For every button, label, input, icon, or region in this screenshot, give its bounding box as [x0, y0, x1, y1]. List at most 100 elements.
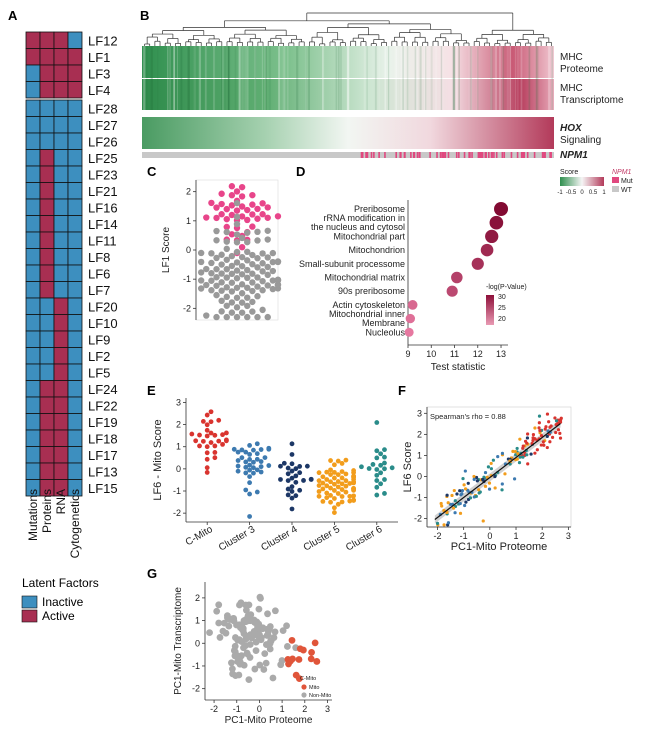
panel-d-point [451, 271, 463, 284]
lf1-beeswarm: -2 -1 0 1 2 LF1 Score [161, 179, 282, 321]
npm1-mut-mark [463, 152, 466, 158]
lf-cell-lf12-3 [67, 31, 83, 49]
panel-c-point-grey [238, 253, 246, 261]
panel-e-point-cluster-5 [316, 493, 322, 499]
heatmap-stripe [176, 46, 178, 110]
panel-e-point-cluster-3 [258, 447, 264, 452]
panel-e-point-cluster-5 [335, 484, 341, 490]
panel-c-point-grey [228, 309, 236, 316]
panel-c-point-grey [269, 258, 277, 266]
panel-f-point [483, 484, 488, 488]
panel-e-point-cluster-3 [266, 463, 272, 468]
panel-d-x-label: Test statistic [431, 362, 485, 373]
legend-score-tick: -1 [557, 190, 563, 196]
panel-e-point-cluster-3 [262, 455, 268, 460]
lf-cell-lf23-0 [25, 165, 41, 183]
panel-e-point-cluster-3 [235, 449, 241, 455]
panel-c-point-grey [249, 270, 256, 277]
panel-f-point [472, 477, 476, 481]
lf-cell-lf1-3 [67, 48, 83, 66]
panel-e-point-c-mito [212, 443, 218, 449]
heatmap-stripe [435, 46, 437, 110]
panel-g-point-non-mito [242, 606, 250, 614]
panel-c-point-grey [244, 238, 251, 246]
panel-c-point-grey [254, 293, 261, 300]
lf-cell-lf7-3 [67, 281, 83, 299]
heatmap-stripe [509, 46, 511, 110]
panel-f-point [464, 500, 468, 504]
lf-cell-lf25-2 [53, 149, 69, 167]
legend-inactive-label: Inactive [42, 595, 84, 609]
panel-g-point-non-mito [257, 636, 265, 644]
lf-label-lf24: LF24 [88, 382, 118, 397]
panel-g-point-non-mito [256, 661, 264, 669]
panel-f-point [439, 501, 443, 506]
panel-f-point [515, 457, 519, 461]
panel-e-point-cluster-5 [320, 498, 326, 504]
heatmap-stripe [400, 46, 403, 110]
panel-e-point-cluster-4 [293, 473, 299, 479]
panel-e-point-cluster-3 [254, 489, 260, 495]
column-label-mutations: Mutations [26, 489, 40, 541]
panel-e-point-c-mito [208, 409, 214, 415]
panel-c-point-grey [213, 265, 220, 273]
panel-f-point [452, 488, 456, 493]
lf-cell-lf26-0 [25, 132, 41, 150]
panel-c-point-grey [264, 227, 271, 234]
lf-label-lf18: LF18 [88, 432, 118, 447]
panel-e-point-cluster-5 [332, 510, 337, 515]
lf-label-lf23: LF23 [88, 168, 118, 183]
panel-g-y-tick-label: 1 [195, 616, 200, 626]
panel-e-point-c-mito [224, 437, 229, 443]
panel-c-point-grey [213, 237, 220, 244]
heatmap-stripe [346, 46, 349, 110]
lf-label-lf11: LF11 [88, 234, 117, 249]
heatmap-stripe [490, 46, 493, 110]
panel-c-point-grey [269, 285, 277, 293]
heatmap-stripe [286, 46, 289, 110]
npm1-mut-mark [481, 152, 484, 158]
heatmap-stripe [403, 46, 406, 110]
panel-f-point [487, 481, 492, 485]
heatmap-stripe [458, 46, 460, 110]
lf-cell-lf18-0 [25, 429, 41, 447]
panel-g-point-non-mito [279, 627, 287, 635]
lf-cell-lf16-2 [53, 198, 69, 216]
panel-c-point-grey [203, 265, 210, 273]
panel-g-point-non-mito [215, 601, 223, 609]
panel-d-legend-title: -log(P-Value) [486, 284, 527, 291]
lf-cell-lf17-3 [67, 446, 83, 464]
panel-c-point-grey [197, 249, 205, 257]
panel-e-point-c-mito [216, 438, 222, 444]
panel-e-point-cluster-5 [335, 501, 341, 507]
panel-g-point-non-mito [256, 593, 264, 601]
lf-cell-lf7-0 [25, 281, 41, 299]
lf-cell-lf25-1 [39, 149, 55, 167]
lf-label-lf10: LF10 [88, 316, 118, 331]
panel-c-point-pink [238, 243, 246, 251]
column-label-cytogenetics: Cytogenetics [68, 489, 82, 558]
panel-e-point-cluster-3 [258, 459, 264, 464]
lf-cell-lf12-0 [25, 31, 41, 49]
panel-c-point-grey [213, 291, 220, 299]
lf-cell-lf20-3 [67, 297, 83, 315]
lf-label-lf25: LF25 [88, 151, 118, 166]
panel-g-point-non-mito [226, 616, 234, 623]
panel-g-point-non-mito [250, 616, 258, 624]
panel-e-point-c-mito [208, 440, 214, 445]
lf-cell-lf16-0 [25, 198, 41, 216]
panel-g-x-tick-label: 0 [257, 704, 262, 714]
panel-c-point-pink [274, 213, 282, 220]
lf-cell-lf25-3 [67, 149, 83, 167]
lf-cell-lf16-3 [67, 198, 83, 216]
panel-e-point-cluster-3 [251, 447, 256, 453]
lf-cell-lf13-1 [39, 462, 55, 480]
lf-cell-lf24-1 [39, 380, 55, 398]
npm1-mut-mark [477, 152, 480, 158]
heatmap-stripe [234, 46, 237, 110]
panel-e-point-cluster-3 [247, 456, 253, 462]
legend-score-title: Score [560, 169, 578, 176]
heatmap-stripe [340, 46, 342, 110]
lf-cell-lf5-0 [25, 363, 41, 381]
